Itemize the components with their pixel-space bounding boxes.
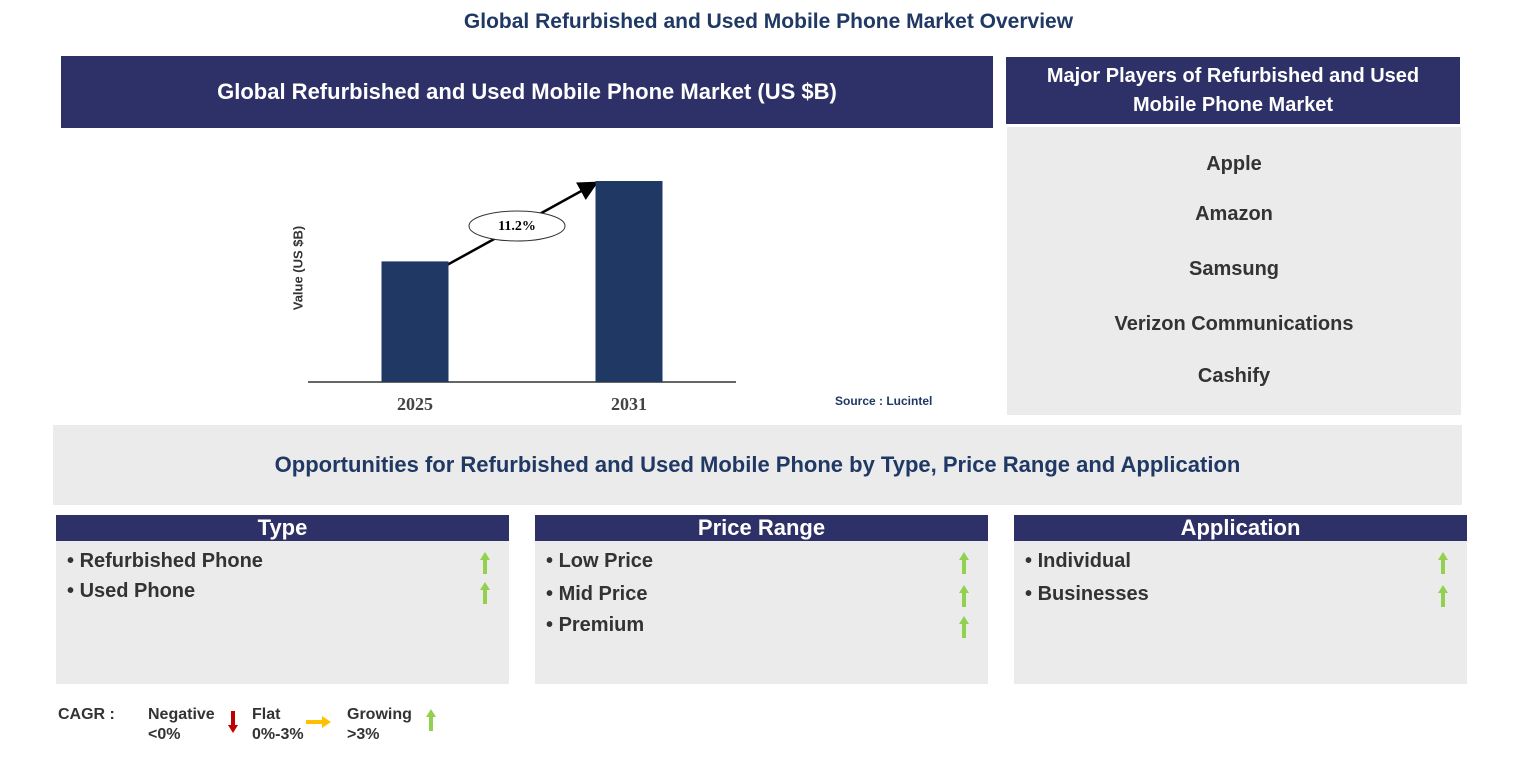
item-label: Low Price [558,550,654,572]
legend-arrow-shape [426,709,436,731]
legend-name: Negative [148,706,215,723]
legend-range: 0%-3% [252,726,304,743]
opportunity-item: • Individual [1025,550,1131,572]
trend-arrow [1438,552,1448,574]
trend-arrow-shape [959,616,969,638]
legend-range: >3% [347,726,380,743]
players-box: Apple Amazon Samsung Verizon Communications… [1007,127,1461,415]
legend-arrow [426,709,436,731]
trend-arrow [959,616,969,638]
x-tick-label: 2025 [397,394,433,414]
legend-arrow [228,711,238,733]
opportunity-item: • Refurbished Phone [67,550,263,572]
column-header: Application [1014,515,1467,541]
item-label: Refurbished Phone [79,550,263,572]
trend-arrow [959,552,969,574]
player: Samsung [1188,258,1280,280]
trend-arrow-shape [1438,552,1448,574]
opportunity-item: • Premium [546,614,645,636]
opportunities-title: Opportunities for Refurbished and Used M… [53,425,1462,505]
player: Verizon Communications [1114,313,1354,335]
page-title: Global Refurbished and Used Mobile Phone… [463,10,1074,33]
item-label: Businesses [1037,583,1149,605]
legend-arrow-shape [228,711,238,733]
trend-arrow [959,585,969,607]
players-title: Major Players of Refurbished and Used Mo… [1006,57,1460,124]
column-body [56,541,509,684]
column-header: Price Range [535,515,988,541]
player: Amazon [1195,203,1273,225]
opportunity-item: • Mid Price [546,583,648,605]
trend-arrow-shape [1438,585,1448,607]
trend-arrow [1438,585,1448,607]
column-body [535,541,988,684]
trend-arrow-shape [480,582,490,604]
legend-arrow [306,716,331,728]
trend-arrow-shape [959,585,969,607]
item-label: Mid Price [558,583,648,605]
trend-arrow [480,552,490,574]
trend-arrow-shape [959,552,969,574]
y-axis-label: Value (US $B) [290,226,305,311]
opportunity-item: • Low Price [546,550,654,572]
cagr-label: 11.2% [498,219,536,234]
bar [381,261,449,382]
trend-arrow [480,582,490,604]
trend-arrow-shape [480,552,490,574]
column-header: Type [56,515,509,541]
legend-label: CAGR : [58,706,115,723]
item-label: Used Phone [79,580,196,602]
opportunity-item: • Businesses [1025,583,1149,605]
item-label: Premium [558,614,645,636]
item-label: Individual [1037,550,1131,572]
legend-name: Growing [347,706,412,723]
column-body [1014,541,1467,684]
legend-range: <0% [148,726,181,743]
x-tick-label: 2031 [611,394,647,414]
chart: Value (US $B) 11.2% Source : Lucintel 20… [290,181,932,414]
player: Apple [1206,153,1262,175]
bar [595,181,663,382]
cagr-bubble [468,210,566,242]
legend-arrow-shape [306,716,331,728]
opportunity-item: • Used Phone [67,580,196,602]
legend-name: Flat [252,706,281,723]
source: Source : Lucintel [835,394,932,408]
chart-title: Global Refurbished and Used Mobile Phone… [61,56,993,128]
player: Cashify [1197,365,1271,387]
